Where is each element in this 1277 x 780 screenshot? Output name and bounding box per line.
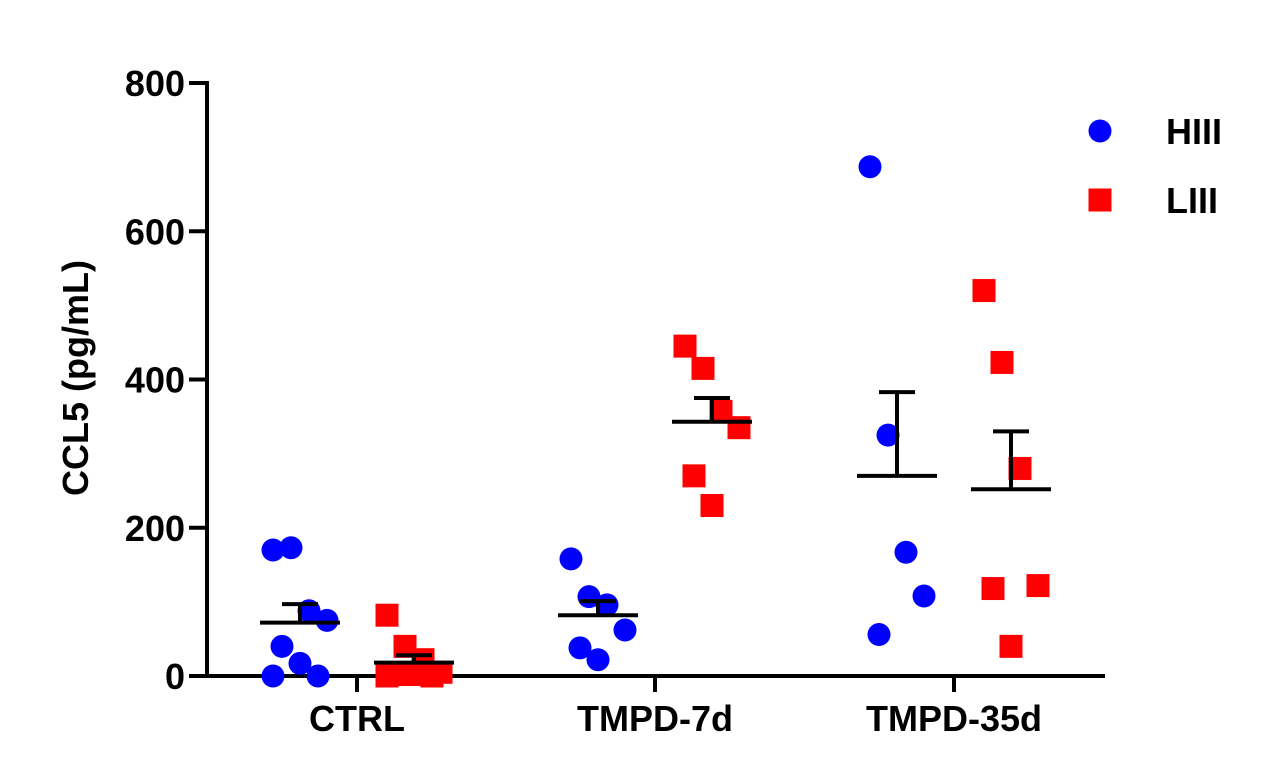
data-point-hiii xyxy=(261,538,285,562)
y-tick-label: 200 xyxy=(125,508,185,549)
y-tick-label: 0 xyxy=(165,656,185,697)
data-point-hiii xyxy=(595,593,619,617)
y-axis-title: CCL5 (pg/mL) xyxy=(55,260,96,496)
data-point-liii xyxy=(375,664,399,688)
legend-marker-liii xyxy=(1088,188,1112,212)
data-point-hiii xyxy=(613,618,637,642)
legend-label-liii: LIII xyxy=(1166,180,1218,221)
data-point-hiii xyxy=(306,664,330,688)
data-point-liii xyxy=(709,399,733,423)
x-tick-label: TMPD-35d xyxy=(866,698,1042,739)
data-point-hiii xyxy=(912,584,936,608)
data-point-hiii xyxy=(288,651,312,675)
y-tick-label: 800 xyxy=(125,63,185,104)
data-point-liii xyxy=(972,279,996,303)
data-point-liii xyxy=(673,334,697,358)
data-point-hiii xyxy=(270,634,294,658)
data-point-liii xyxy=(375,603,399,627)
y-tick-label: 600 xyxy=(125,211,185,252)
data-points xyxy=(261,155,1050,688)
data-point-liii xyxy=(700,494,724,518)
data-point-hiii xyxy=(858,155,882,179)
data-point-hiii xyxy=(261,664,285,688)
legend: HIII LIII xyxy=(1088,111,1222,221)
data-point-hiii xyxy=(568,636,592,660)
data-point-liii xyxy=(1026,574,1050,598)
data-point-hiii xyxy=(867,622,891,646)
x-ticks: CTRL TMPD-7d TMPD-35d xyxy=(309,676,1042,739)
data-point-liii xyxy=(393,634,417,658)
data-point-liii xyxy=(682,464,706,488)
data-point-hiii xyxy=(894,540,918,564)
x-tick-label: TMPD-7d xyxy=(577,698,733,739)
data-point-hiii xyxy=(315,608,339,632)
axes xyxy=(205,81,1105,678)
y-tick-label: 400 xyxy=(125,360,185,401)
legend-marker-hiii xyxy=(1088,119,1112,143)
data-point-liii xyxy=(402,663,426,687)
data-point-liii xyxy=(999,634,1023,658)
x-tick-label: CTRL xyxy=(309,698,405,739)
data-point-hiii xyxy=(559,547,583,571)
data-point-liii xyxy=(727,416,751,440)
data-point-hiii xyxy=(586,648,610,672)
data-point-liii xyxy=(990,350,1014,374)
data-point-liii xyxy=(420,664,444,688)
data-point-liii xyxy=(981,577,1005,601)
data-point-liii xyxy=(1008,456,1032,480)
mean-sem-bars xyxy=(260,390,1051,665)
legend-label-hiii: HIII xyxy=(1166,111,1222,152)
data-point-hiii xyxy=(279,536,303,560)
data-point-hiii xyxy=(876,423,900,447)
data-point-liii xyxy=(691,356,715,380)
y-ticks: 0 200 400 600 800 xyxy=(125,63,207,697)
